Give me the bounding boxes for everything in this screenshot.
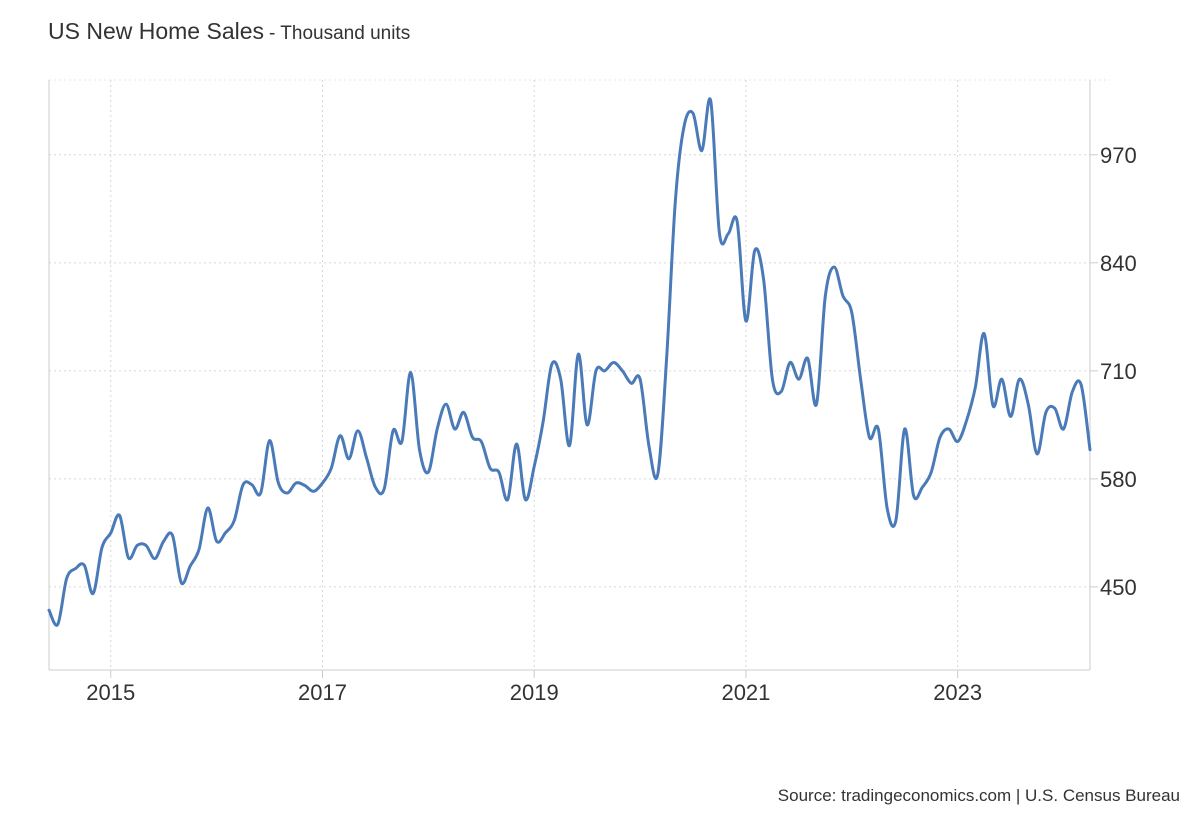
chart-title: US New Home Sales: [48, 18, 265, 44]
x-tick-label: 2015: [86, 680, 135, 705]
series-group: [47, 97, 1092, 627]
grid-lines: [49, 79, 1110, 670]
y-tick-label: 840: [1100, 251, 1137, 276]
source-note: Source: tradingeconomics.com | U.S. Cens…: [777, 786, 1180, 805]
chart-subtitle: - Thousand units: [269, 23, 411, 44]
y-tick-label: 580: [1100, 467, 1137, 492]
y-tick-label: 450: [1100, 575, 1137, 600]
axes: [48, 80, 1098, 678]
x-tick-label: 2023: [933, 680, 982, 705]
tick-labels: 450 580 710 840 970 2015 2017 2019 2021 2023: [86, 143, 1136, 705]
series-line-0: [47, 97, 1092, 627]
y-tick-label: 970: [1100, 143, 1137, 168]
x-tick-label: 2021: [721, 680, 770, 705]
x-tick-label: 2017: [298, 680, 347, 705]
chart-title-block: US New Home Sales - Thousand units: [48, 18, 410, 45]
y-tick-label: 710: [1100, 359, 1137, 384]
x-tick-label: 2019: [510, 680, 559, 705]
